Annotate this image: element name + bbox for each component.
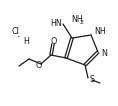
Text: 2: 2 [79,20,83,24]
Text: O: O [36,61,42,70]
Text: ·: · [17,32,21,42]
Text: N: N [101,49,107,57]
Text: H: H [23,36,29,45]
Text: HN: HN [50,20,62,29]
Text: S: S [90,75,95,84]
Text: NH: NH [94,26,106,36]
Text: NH: NH [71,15,83,24]
Text: Cl: Cl [12,27,20,36]
Text: O: O [51,36,57,45]
